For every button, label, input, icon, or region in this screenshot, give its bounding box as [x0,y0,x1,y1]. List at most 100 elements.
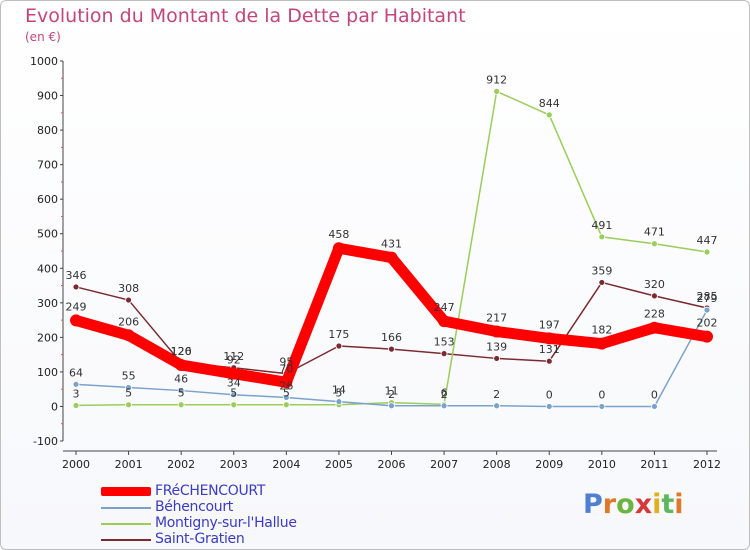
y-tick-label: 0 [51,400,58,413]
data-label-behencourt: 14 [332,384,346,397]
legend-label-montigny: Montigny-sur-l'Hallue [155,515,297,531]
legend-swatch-behencourt [101,507,151,509]
y-tick-label: -100 [33,435,58,448]
data-point-frechencourt [280,376,293,389]
data-point-frechencourt [122,329,135,342]
data-label-frechencourt: 249 [66,300,87,313]
legend-swatch-saint-gratien [101,539,151,541]
data-label-montigny-sur-l-hallue: 3 [73,387,80,400]
data-label-montigny-sur-l-hallue: 844 [539,97,560,110]
legend-label-saint-gratien: Saint-Gratien [155,531,245,547]
data-label-saint-gratien: 346 [66,269,87,282]
axes: -100010020030040050060070080090010002000… [30,55,721,471]
logo-letter: i [674,489,684,520]
x-tick-label: 2003 [220,458,248,471]
y-tick-label: 1000 [30,55,58,68]
data-label-frechencourt: 202 [697,317,718,330]
y-tick-label: 800 [37,124,58,137]
data-label-frechencourt: 120 [171,345,192,358]
logo-letter: o [616,489,635,520]
x-tick-label: 2000 [62,458,90,471]
logo-letter: i [652,489,662,520]
data-label-frechencourt: 197 [539,318,560,331]
chart-title: Evolution du Montant de la Dette par Hab… [25,5,466,27]
data-point-saint-gratien [598,279,606,286]
data-label-frechencourt: 70 [279,362,293,375]
data-label-saint-gratien: 112 [223,350,244,363]
x-tick-label: 2011 [640,458,668,471]
data-label-behencourt: 0 [651,388,658,401]
data-point-montigny-sur-l-hallue [545,111,553,119]
data-label-saint-gratien: 95 [279,356,293,369]
series-line-frechencourt [70,242,713,388]
line-chart: -100010020030040050060070080090010002000… [30,55,721,471]
y-tick-label: 300 [37,297,58,310]
data-label-montigny-sur-l-hallue: 5 [335,387,342,400]
data-label-behencourt: 2 [388,388,395,401]
data-label-montigny-sur-l-hallue: 5 [283,387,290,400]
data-point-saint-gratien [125,296,132,304]
data-point-frechencourt [175,359,188,371]
data-point-frechencourt [70,314,82,327]
y-tick-label: 100 [37,366,58,379]
y-tick-label: 700 [37,159,58,172]
data-point-behencourt [703,306,711,314]
data-point-behencourt [335,398,343,406]
logo-letter: P [583,489,603,520]
data-point-behencourt [282,394,290,401]
data-label-behencourt: 34 [227,377,241,390]
data-point-montigny-sur-l-hallue [493,88,501,95]
data-point-behencourt [440,402,448,410]
y-tick-label: 200 [37,331,58,344]
data-label-saint-gratien: 131 [539,343,560,356]
data-point-saint-gratien [493,355,501,362]
data-label-saint-gratien: 166 [381,331,402,344]
data-label-behencourt: 0 [598,388,605,401]
legend-label-behencourt: Béhencourt [155,499,233,515]
data-point-montigny-sur-l-hallue [230,401,238,409]
x-tick-label: 2001 [115,458,143,471]
data-point-frechencourt [648,321,661,334]
proxiti-logo: Proxiti [583,489,684,520]
data-point-frechencourt [595,337,608,350]
data-point-frechencourt [701,330,713,343]
data-point-saint-gratien [72,283,80,291]
y-tick-label: 500 [37,228,58,241]
data-label-frechencourt: 217 [486,311,507,324]
data-label-montigny-sur-l-hallue: 11 [385,385,399,398]
data-point-saint-gratien [651,292,658,300]
legend-label-frechencourt: FRéCHENCOURT [155,483,266,499]
chart-unit: (en €) [25,30,61,44]
data-label-montigny-sur-l-hallue: 5 [125,387,132,400]
data-label-montigny-sur-l-hallue: 491 [591,219,612,232]
x-tick-label: 2002 [167,458,195,471]
data-label-saint-gratien: 359 [591,264,612,277]
data-label-behencourt: 26 [279,379,293,392]
data-label-saint-gratien: 153 [434,336,455,349]
x-tick-label: 2010 [588,458,616,471]
data-point-behencourt [177,387,185,394]
data-point-behencourt [545,403,553,410]
data-label-montigny-sur-l-hallue: 5 [178,387,185,400]
data-point-frechencourt [490,325,503,338]
logo-letter: t [661,489,675,520]
data-label-montigny-sur-l-hallue: 471 [644,226,665,239]
data-label-frechencourt: 431 [381,238,402,251]
data-point-montigny-sur-l-hallue [125,401,132,409]
y-tick-label: 900 [37,90,58,103]
data-label-saint-gratien: 285 [697,290,718,303]
data-point-behencourt [125,384,132,391]
data-label-behencourt: 46 [174,373,188,386]
data-point-behencourt [72,380,80,388]
data-point-saint-gratien [388,345,395,353]
x-tick-label: 2008 [483,458,511,471]
data-point-montigny-sur-l-hallue [177,401,185,409]
data-point-montigny-sur-l-hallue [282,401,290,409]
data-point-montigny-sur-l-hallue [598,233,606,241]
x-tick-label: 2005 [325,458,353,471]
data-label-behencourt: 2 [493,388,500,401]
data-label-saint-gratien: 139 [486,340,507,353]
data-point-saint-gratien [440,350,448,358]
data-label-behencourt: 0 [546,388,553,401]
